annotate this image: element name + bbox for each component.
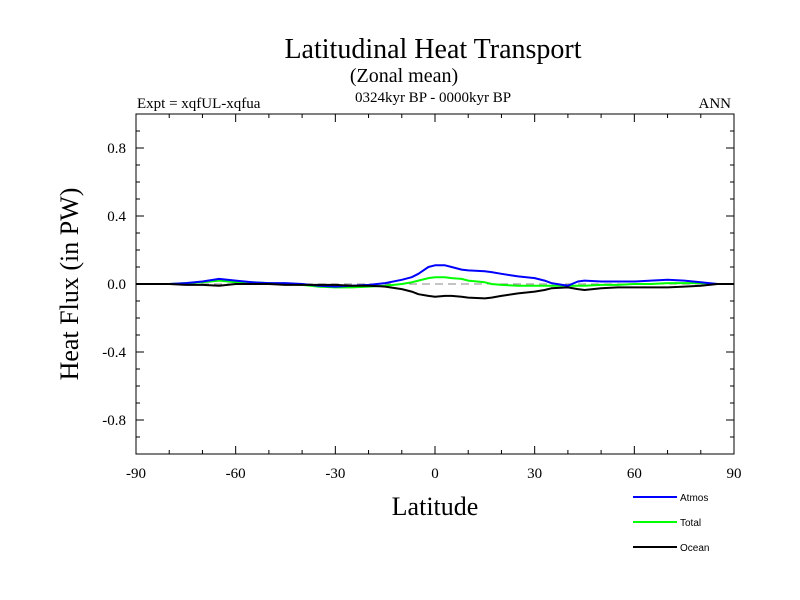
x-tick-label: 0 xyxy=(431,466,439,482)
legend-label-total: Total xyxy=(680,518,701,529)
legend-label-ocean: Ocean xyxy=(680,543,709,554)
series-line-ocean xyxy=(136,283,734,300)
legend-label-atmos: Atmos xyxy=(680,493,708,504)
x-axis-label: Latitude xyxy=(392,492,479,521)
experiment-label: Expt = xqfUL-xqfua xyxy=(137,96,261,112)
chart-period: 0324kyr BP - 0000kyr BP xyxy=(355,90,511,106)
x-tick-label: -30 xyxy=(325,466,345,482)
legend: Atmos Total Ocean xyxy=(633,493,709,554)
x-tick-label: 30 xyxy=(527,466,542,482)
y-tick-label: 0.8 xyxy=(107,141,126,157)
chart-title: Latitudinal Heat Transport xyxy=(284,34,581,65)
season-label: ANN xyxy=(699,96,732,112)
x-tick-label: -90 xyxy=(126,466,146,482)
x-tick-label: 60 xyxy=(627,466,642,482)
x-tick-label: -60 xyxy=(226,466,246,482)
y-axis-label: Heat Flux (in PW) xyxy=(55,188,84,381)
chart-subtitle: (Zonal mean) xyxy=(350,65,458,87)
y-tick-label: 0.0 xyxy=(107,277,126,293)
x-tick-label: 90 xyxy=(727,466,742,482)
y-tick-label: -0.8 xyxy=(102,413,126,429)
y-tick-label: 0.4 xyxy=(107,209,126,225)
y-tick-label: -0.4 xyxy=(102,345,126,361)
